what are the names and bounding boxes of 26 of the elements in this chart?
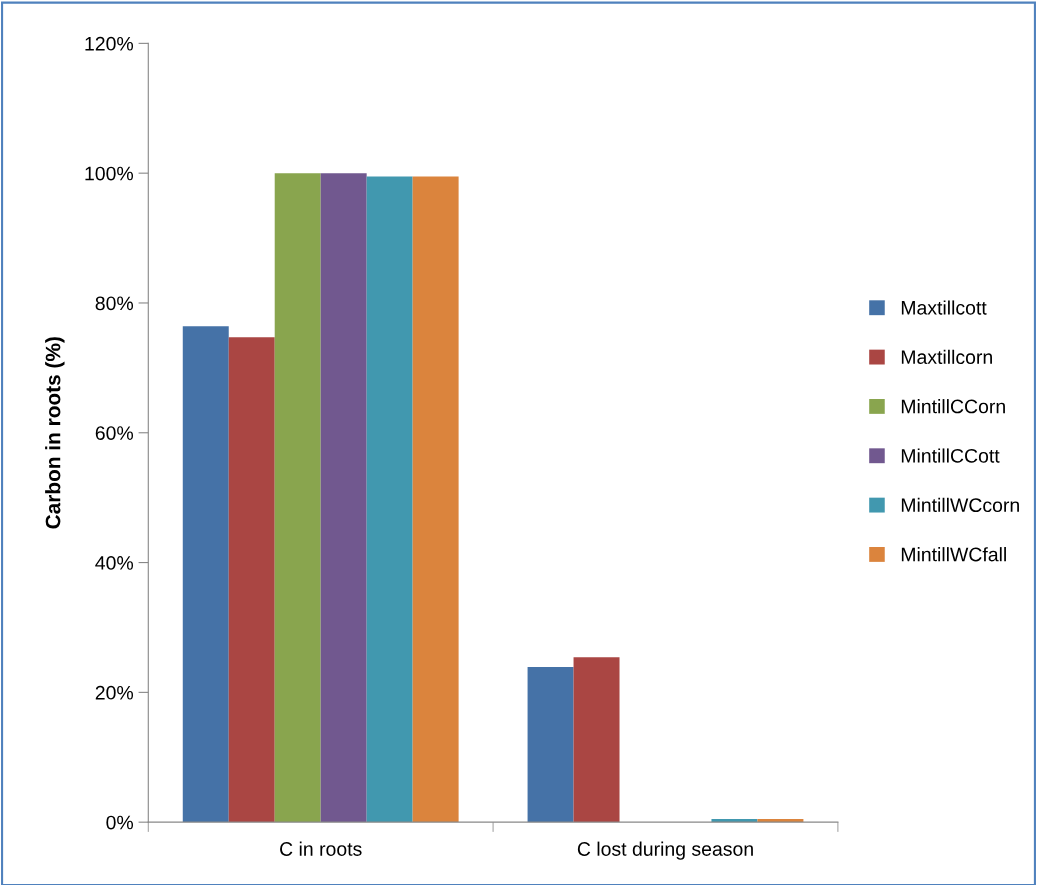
bar [573, 657, 620, 823]
y-tick-label: 40% [95, 556, 134, 570]
x-tick-label: C in roots [280, 841, 362, 856]
y-tick-label: 60% [95, 426, 134, 440]
bar [228, 337, 275, 823]
y-tick-label: 0% [106, 815, 134, 830]
bar [366, 176, 413, 823]
legend-label: MintillWCfall [901, 547, 1006, 562]
bar [274, 173, 321, 823]
y-axis-title: Carbon in roots (%) [45, 337, 65, 529]
y-tick-label: 120% [85, 36, 134, 51]
bar [757, 818, 804, 823]
legend-label: Maxtillcorn [901, 349, 992, 365]
y-tick-label: 100% [85, 166, 134, 181]
y-tick-label: 80% [95, 296, 134, 311]
legend-label: MintillCCorn [901, 399, 1005, 414]
bar [412, 176, 459, 823]
bar [711, 818, 758, 823]
bar [182, 326, 229, 823]
legend-label: MintillWCcorn [901, 497, 1019, 513]
legend-label: Maxtillcott [901, 300, 987, 315]
bar [320, 173, 367, 823]
x-tick-label: C lost during season [577, 841, 753, 860]
y-tick-label: 20% [95, 685, 134, 700]
legend-label: MintillCCott [901, 448, 1000, 463]
bar [527, 667, 574, 823]
